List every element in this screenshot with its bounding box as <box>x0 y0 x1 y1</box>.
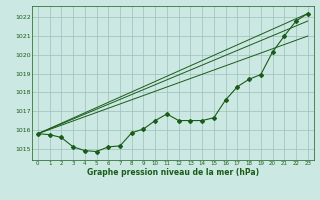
X-axis label: Graphe pression niveau de la mer (hPa): Graphe pression niveau de la mer (hPa) <box>87 168 259 177</box>
